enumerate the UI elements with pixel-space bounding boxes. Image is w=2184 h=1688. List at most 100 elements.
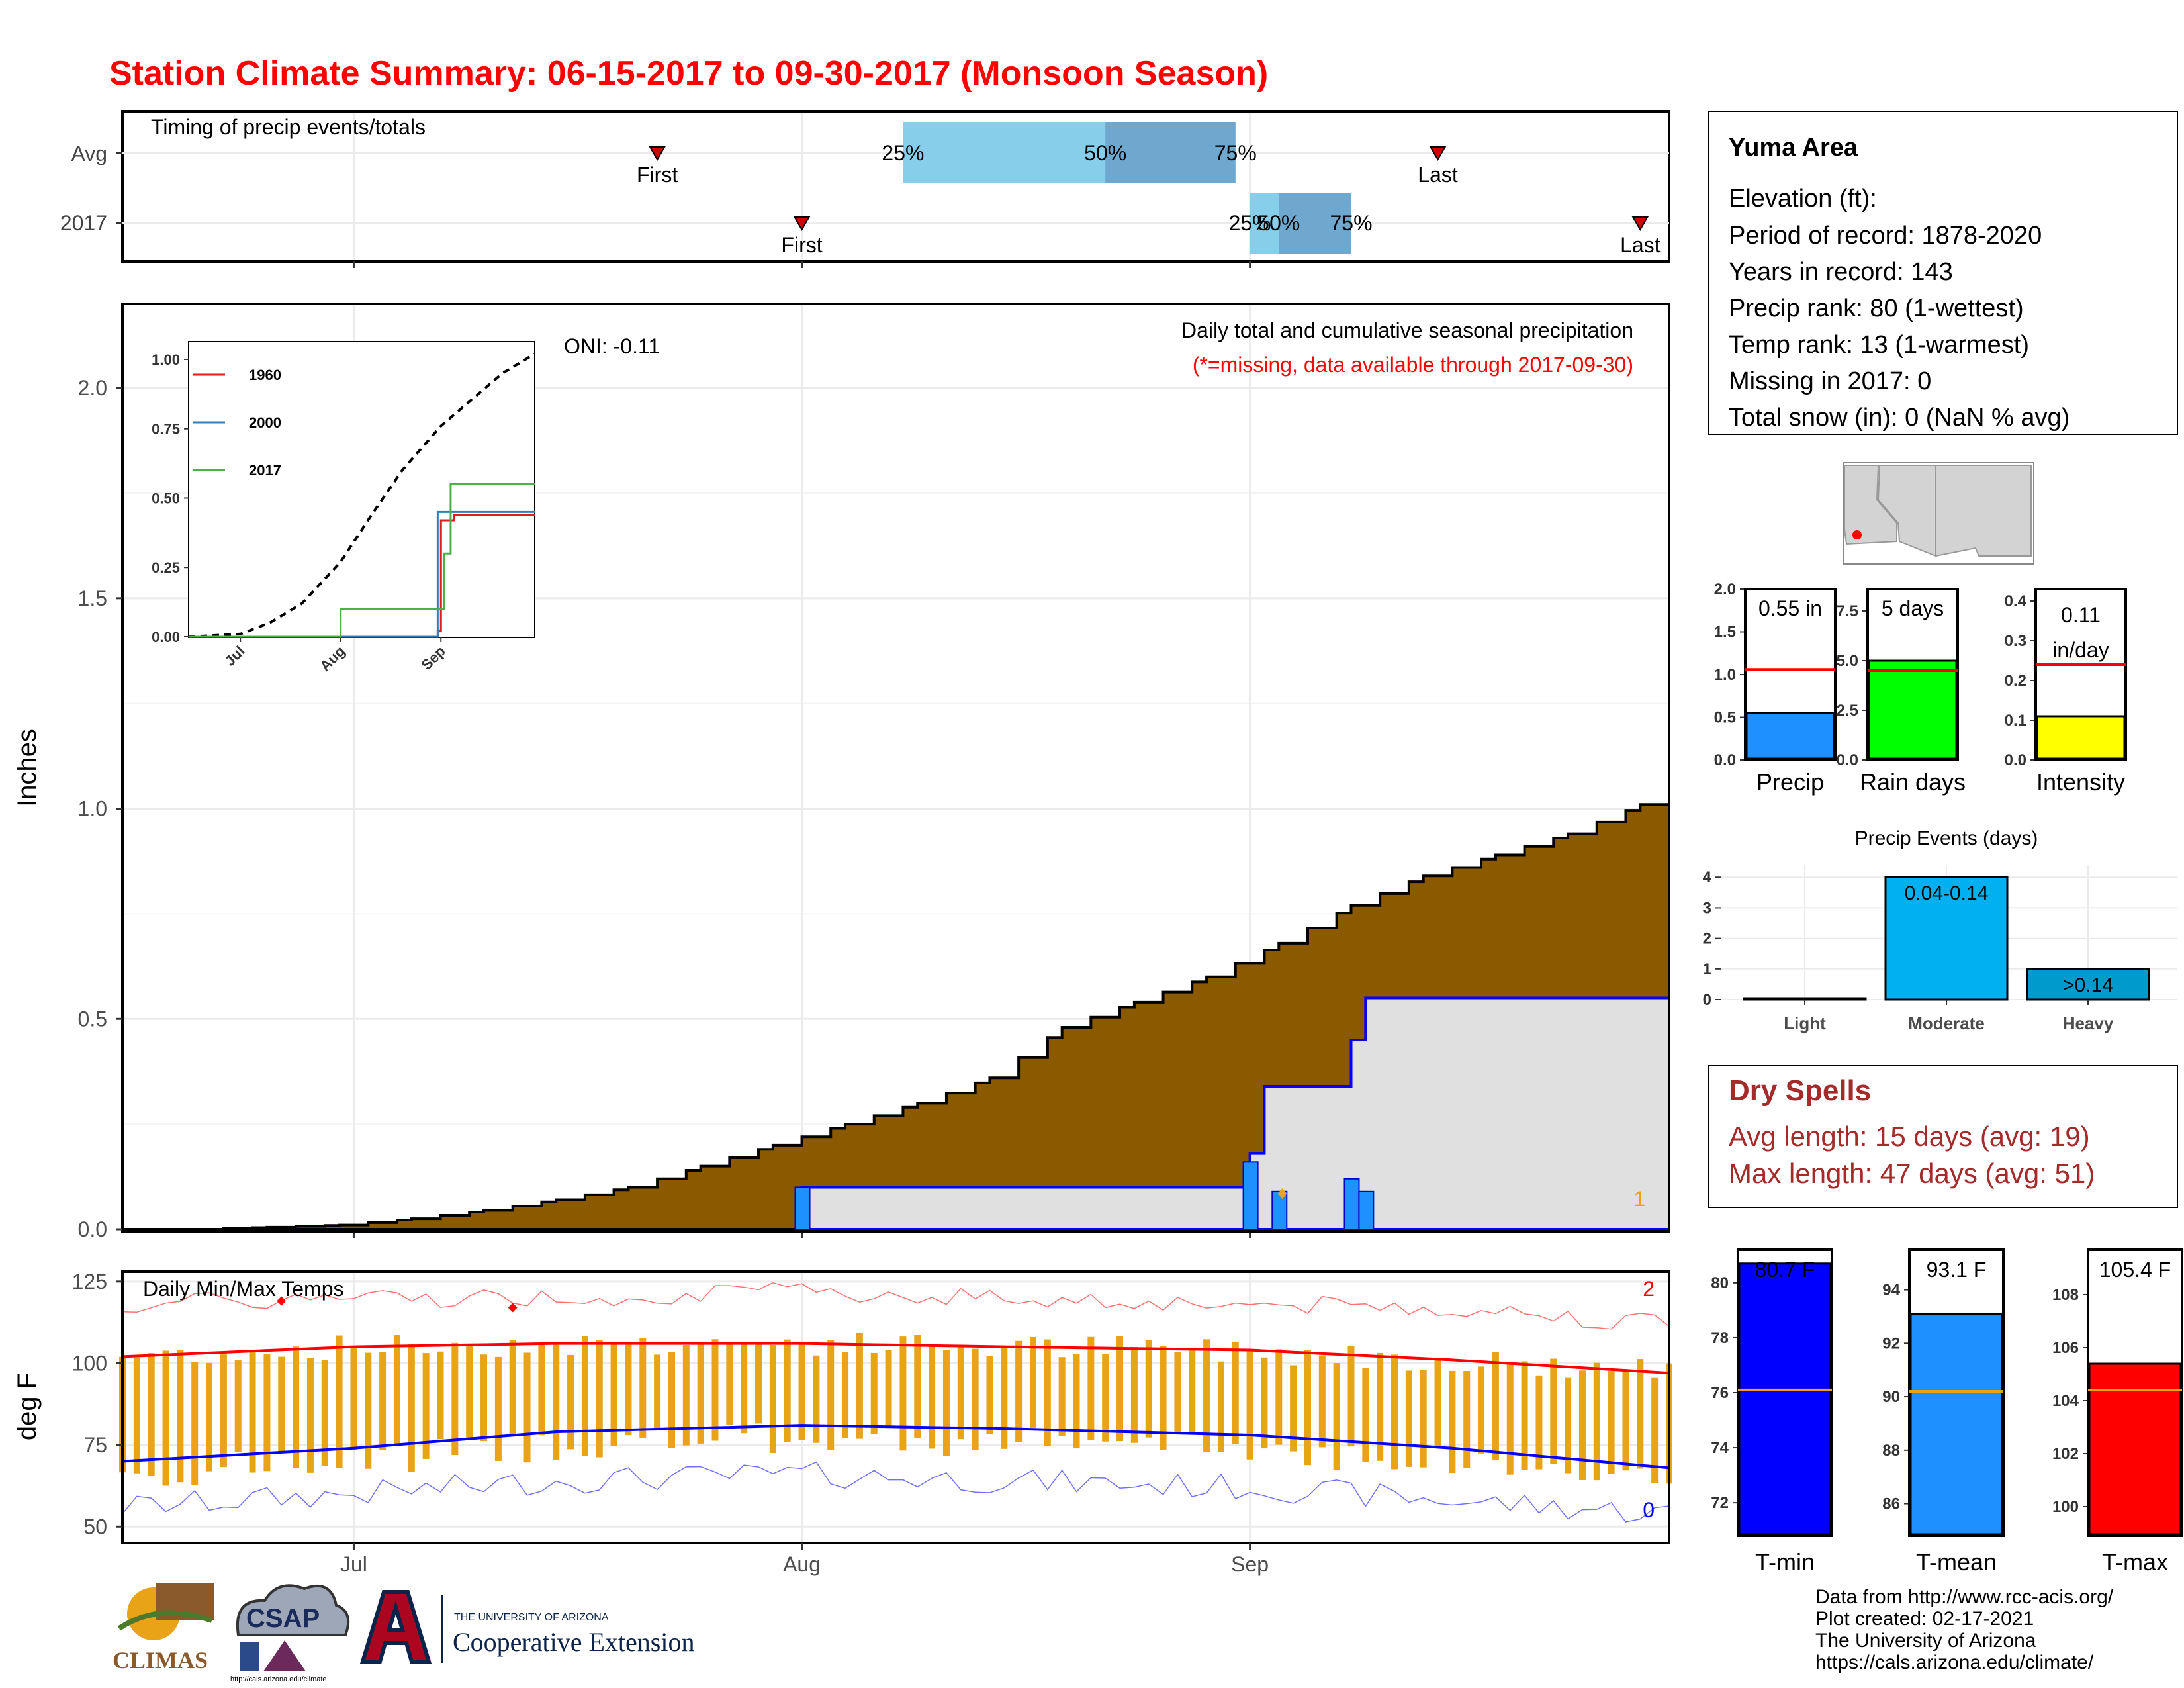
- daily-temp-range-bar: [1391, 1354, 1398, 1470]
- temp-panel-border: [121, 1270, 1670, 1544]
- summary-bar: [1745, 712, 1835, 760]
- daily-temp-range-bar: [206, 1362, 213, 1472]
- temp-bar-value: 105.4 F: [2099, 1258, 2171, 1282]
- timing-panel-frame: [121, 110, 1670, 263]
- temp-xtick-label: Sep: [1231, 1552, 1269, 1576]
- temp-bar-ytick-label: 92: [1882, 1335, 1900, 1352]
- temp-bar-ytick-label: 90: [1882, 1388, 1900, 1406]
- daily-temp-range-bar: [306, 1358, 314, 1473]
- daily-temp-range-bar: [494, 1356, 502, 1461]
- daily-temp-range-bar: [220, 1354, 227, 1468]
- daily-precip-bar: [1271, 1190, 1288, 1230]
- timing-marker: [649, 146, 666, 161]
- daily-temp-range-bar: [1073, 1353, 1080, 1449]
- summary-bar: [1868, 659, 1958, 760]
- summary-bar-ytick-label: 5.0: [1837, 652, 1858, 670]
- daily-temp-range-bar: [1449, 1370, 1456, 1474]
- precip-note: (*=missing, data available through 2017-…: [1193, 353, 1633, 377]
- daily-temp-range-bar: [480, 1354, 488, 1442]
- daily-temp-range-bar: [1377, 1352, 1384, 1461]
- temp-bar-ytick-label: 72: [1711, 1494, 1729, 1512]
- daily-temp-range-bar: [1506, 1364, 1514, 1475]
- daily-temp-range-bar: [1521, 1361, 1528, 1470]
- daily-temp-range-bar: [263, 1354, 271, 1472]
- timing-marker: [1429, 146, 1447, 161]
- daily-temp-range-bar: [625, 1344, 632, 1436]
- daily-temp-range-bar: [177, 1349, 184, 1483]
- climas-logo-text: CLIMAS: [113, 1647, 208, 1673]
- daily-temp-range-bar: [957, 1347, 964, 1440]
- temp-bar-ytick-label: 80: [1711, 1274, 1729, 1292]
- precip-areas: [122, 783, 1670, 1231]
- climas-logo: CLIMAS: [113, 1583, 214, 1673]
- inset-legend: 1960 2000 2017: [193, 367, 281, 479]
- map-region-shape: [1935, 465, 2032, 557]
- daily-temp-range-bar: [986, 1356, 993, 1434]
- daily-temp-range-bar: [422, 1353, 430, 1459]
- inset-frame: [188, 341, 535, 638]
- inset-legend-label: 1960: [249, 367, 281, 383]
- summary-bar-label: Intensity: [2036, 769, 2125, 796]
- record-marker: [508, 1303, 518, 1313]
- temp-bar-ytick-label: 76: [1711, 1384, 1729, 1402]
- events-bar: [1884, 876, 2009, 1001]
- temp-bar: [1909, 1313, 2003, 1536]
- footer-credits: Data from http://www.rcc-acis.org/ Plot …: [1815, 1586, 2114, 1673]
- daily-temp-range-bar: [336, 1335, 343, 1468]
- timing-upper-range: [1279, 193, 1351, 254]
- summary-bar-ytick-label: 0.1: [2005, 712, 2026, 729]
- daily-temp-range-bar: [654, 1354, 661, 1430]
- info-line: Years in record: 143: [1729, 258, 1953, 286]
- daily-temp-range-bar: [639, 1338, 647, 1438]
- summary-bar-ytick-label: 7.5: [1837, 602, 1858, 620]
- daily-temp-range-bar: [408, 1344, 415, 1472]
- temp-ytick-label: 75: [83, 1433, 107, 1457]
- daily-temp-range-bar: [379, 1352, 387, 1450]
- daily-temp-range-bar: [697, 1342, 704, 1444]
- summary-bar-ytick-label: 1.5: [1714, 624, 1736, 641]
- daily-temp-range-bar: [942, 1350, 950, 1456]
- csap-logo: CSAP http://cals.arizona.edu/climate: [230, 1584, 350, 1683]
- daily-temp-range-bar: [929, 1346, 936, 1449]
- daily-temp-range-bar: [842, 1352, 849, 1438]
- info-line: Precip rank: 80 (1-wettest): [1729, 295, 2024, 322]
- daily-temp-range-bar: [567, 1354, 574, 1450]
- timing-marker-label: First: [637, 163, 678, 187]
- daily-temp-range-bar: [856, 1332, 863, 1439]
- summary-bar-value-part: 0.11: [2061, 603, 2101, 627]
- daily-temp-range-bar: [1015, 1340, 1023, 1442]
- precip-ytick-label: 1.0: [78, 797, 107, 821]
- timing-marker-label: First: [781, 233, 822, 257]
- daily-temp-range-bar: [1001, 1346, 1008, 1449]
- station-name: Yuma Area: [1729, 134, 1858, 162]
- dry-spells-title: Dry Spells: [1729, 1074, 1871, 1107]
- daily-temp-range-bar: [769, 1345, 776, 1454]
- avg-max-line: [122, 1342, 1670, 1375]
- summary-bar-label: Precip: [1756, 769, 1824, 796]
- temp-ytick-label: 100: [72, 1351, 107, 1375]
- temp-ytick-label: 50: [83, 1515, 107, 1538]
- daily-temp-range-bar: [1578, 1370, 1586, 1480]
- timing-marker-label: Last: [1418, 163, 1458, 187]
- summary-bar-value-part: in/day: [2052, 638, 2109, 662]
- daily-temp-range-bar: [509, 1340, 516, 1436]
- inset-ytick-label: 0.00: [152, 629, 180, 645]
- timing-upper-range: [1105, 122, 1236, 183]
- summary-bars: 0.0 0.5 1.0 1.5 2.0 0.55 in Precip 0.0 2.5 5.0 7.5…: [1714, 581, 2127, 796]
- timing-percentile-label: 75%: [1214, 141, 1257, 165]
- timing-row-avg-label: Avg: [71, 142, 107, 165]
- summary-bar-ytick-label: 0.0: [1714, 751, 1736, 769]
- daily-temp-range-bar: [1145, 1340, 1152, 1438]
- daily-temp-range-bar: [1420, 1370, 1427, 1468]
- daily-temp-range-bar: [538, 1342, 545, 1436]
- csap-logo-mountain: [263, 1640, 306, 1671]
- temp-bar-ytick-label: 74: [1711, 1439, 1729, 1457]
- daily-temp-range-bar: [596, 1340, 603, 1458]
- daily-temp-range-bar: [899, 1336, 907, 1451]
- temp-count-max: 2: [1643, 1277, 1655, 1301]
- daily-precip-bar: [1343, 1178, 1360, 1231]
- temp-bar-ytick-label: 104: [2052, 1392, 2079, 1410]
- daily-temp-range-bar: [523, 1352, 531, 1463]
- daily-temp-range-bar: [1333, 1363, 1340, 1470]
